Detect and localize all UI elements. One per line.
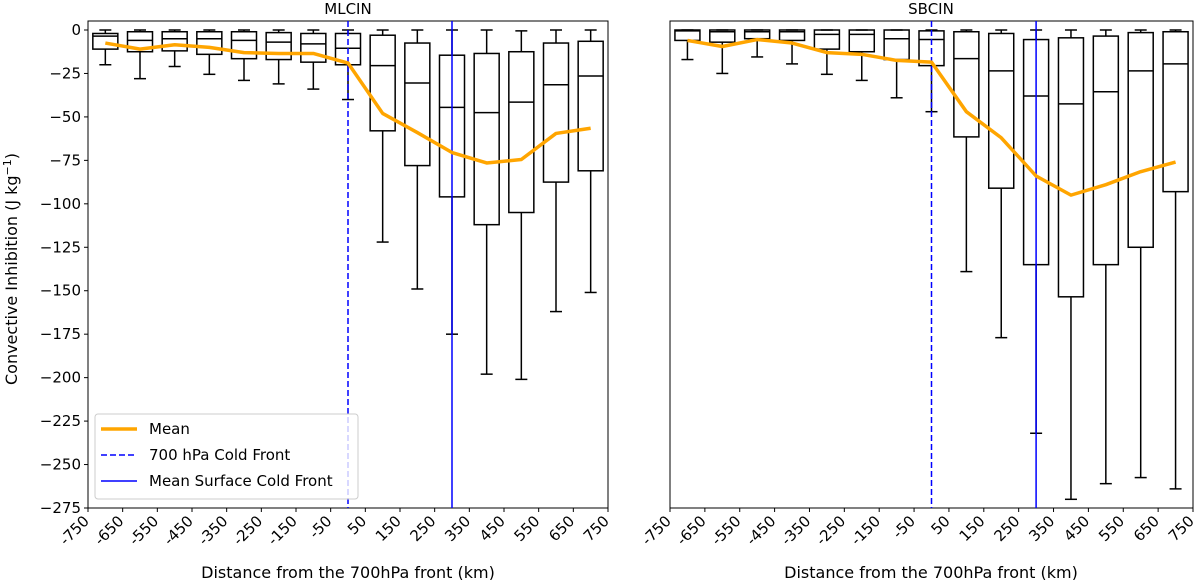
x-tick-label: -750 <box>638 512 675 549</box>
x-axis-label: Distance from the 700hPa front (km) <box>784 563 1078 580</box>
x-tick-label: 650 <box>545 512 578 545</box>
x-tick-label: -50 <box>305 512 335 542</box>
x-tick-label: 750 <box>1165 512 1198 545</box>
y-tick-label: −250 <box>40 456 81 474</box>
x-tick-label: 350 <box>1025 512 1058 545</box>
x-tick-label: 550 <box>511 512 544 545</box>
y-tick-label: −150 <box>40 282 81 300</box>
panel-title: SBCIN <box>908 0 954 18</box>
x-axis-label: Distance from the 700hPa front (km) <box>201 563 495 580</box>
y-axis-label-sup: −1 <box>1 159 14 175</box>
legend: Mean 700 hPa Cold Front Mean Surface Cold … <box>95 414 358 499</box>
x-tick-label: -650 <box>673 512 710 549</box>
y-tick-label: −275 <box>40 499 81 517</box>
x-tick-label: -750 <box>56 512 93 549</box>
x-tick-label: -50 <box>889 512 919 542</box>
x-tick-label: 750 <box>580 512 613 545</box>
y-tick-label: −225 <box>40 412 81 430</box>
x-tick-label: -550 <box>125 512 162 549</box>
x-tick-label: 150 <box>372 512 405 545</box>
x-tick-label: 50 <box>344 512 370 538</box>
y-axis-label-main: Convective Inhibition (J kg <box>2 175 21 385</box>
x-tick-label: -350 <box>195 512 232 549</box>
x-tick-label: 50 <box>928 512 954 538</box>
x-tick-label: 650 <box>1130 512 1163 545</box>
x-tick-label: -250 <box>229 512 266 549</box>
x-tick-label: 150 <box>956 512 989 545</box>
legend-label: Mean Surface Cold Front <box>149 472 333 490</box>
y-tick-label: −50 <box>49 108 81 126</box>
x-tick-label: 450 <box>476 512 509 545</box>
x-tick-label: 450 <box>1060 512 1093 545</box>
x-tick-label: -650 <box>91 512 128 549</box>
x-tick-label: -450 <box>160 512 197 549</box>
x-tick-label: -250 <box>812 512 849 549</box>
y-tick-label: 0 <box>71 21 81 39</box>
x-tick-label: 350 <box>441 512 474 545</box>
y-tick-label: −100 <box>40 195 81 213</box>
x-tick-label: -450 <box>743 512 780 549</box>
x-tick-label: 250 <box>991 512 1024 545</box>
x-tick-label: 550 <box>1095 512 1128 545</box>
x-tick-label: -350 <box>777 512 814 549</box>
y-tick-label: −175 <box>40 325 81 343</box>
legend-label: 700 hPa Cold Front <box>149 446 290 464</box>
y-tick-label: −200 <box>40 369 81 387</box>
y-axis-label: Convective Inhibition (J kg−1) <box>1 153 21 385</box>
legend-label: Mean <box>149 420 190 438</box>
panel-title: MLCIN <box>324 0 371 18</box>
y-tick-label: −125 <box>40 238 81 256</box>
y-tick-label: −25 <box>49 64 81 82</box>
x-tick-label: -150 <box>264 512 301 549</box>
x-tick-label: -550 <box>708 512 745 549</box>
y-tick-label: −75 <box>49 151 81 169</box>
x-tick-label: -150 <box>847 512 884 549</box>
x-tick-label: 250 <box>407 512 440 545</box>
